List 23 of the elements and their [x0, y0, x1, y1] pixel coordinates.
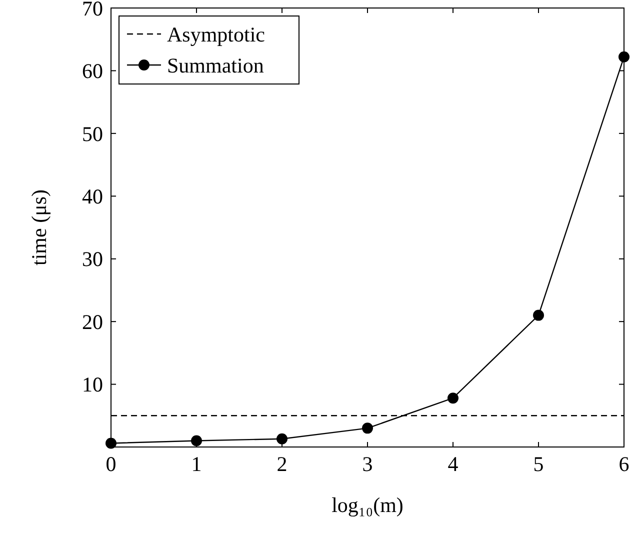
y-tick-label: 10 — [82, 372, 103, 397]
x-axis-title: log₁₀(m) — [332, 493, 404, 517]
point — [533, 310, 544, 321]
y-tick-label: 30 — [82, 247, 103, 272]
x-tick-label: 5 — [533, 452, 544, 476]
point — [362, 422, 373, 434]
point — [191, 435, 202, 446]
x-tick-label: 2 — [276, 452, 288, 476]
y-tick-label: 20 — [82, 310, 103, 334]
x-tick-label: 3 — [362, 452, 373, 476]
x-tick-label: 4 — [448, 452, 459, 476]
point — [448, 392, 458, 404]
legend-label: Asymptotic — [167, 22, 265, 46]
y-tick-label: 40 — [82, 184, 103, 208]
y-tick-label: 70 — [82, 0, 103, 20]
x-tick-label: 0 — [106, 452, 116, 476]
x-tick-label: 1 — [191, 452, 202, 476]
y-axis-title: time (μs) — [27, 190, 51, 266]
legend-label: Summation — [167, 53, 264, 78]
point — [276, 433, 288, 444]
y-tick-label: 50 — [82, 122, 103, 146]
x-tick-label: 6 — [618, 452, 630, 476]
y-tick-label: 60 — [82, 59, 103, 84]
